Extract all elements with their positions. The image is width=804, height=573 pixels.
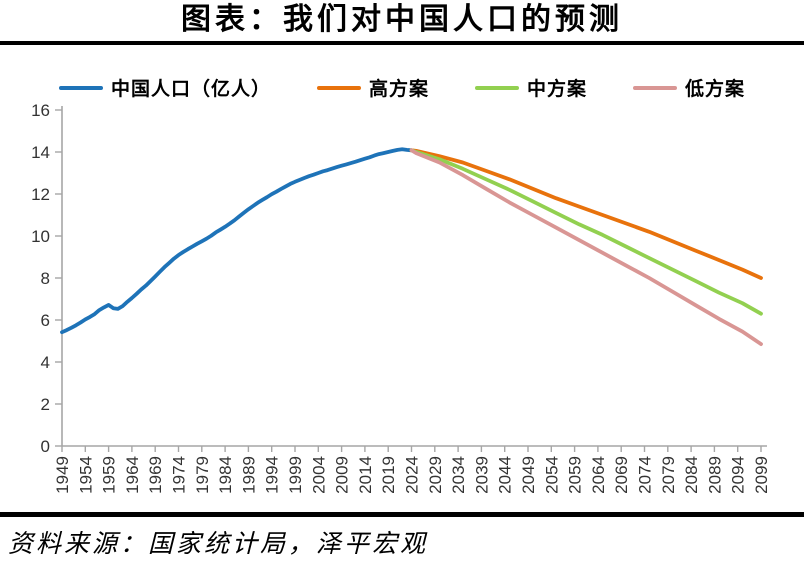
series-line-low-scenario [409, 148, 763, 347]
legend-item-low-scenario: 低方案 [633, 74, 745, 101]
x-tick-label: 1989 [239, 456, 258, 494]
x-tick-label: 2089 [705, 456, 724, 494]
series-line-high-scenario [409, 148, 763, 280]
x-tick-label: 2044 [496, 456, 515, 494]
legend-item-mid-scenario: 中方案 [475, 74, 587, 101]
x-tick-label: 1959 [100, 456, 119, 494]
source-note: 资料来源：国家统计局，泽平宏观 [8, 531, 429, 558]
y-tick-label: 10 [31, 227, 50, 246]
x-tick-label: 2084 [682, 456, 701, 494]
x-tick-label: 2014 [356, 456, 375, 494]
chart-title: 图表：我们对中国人口的预测 [181, 3, 623, 36]
y-tick-label: 0 [41, 437, 50, 456]
x-tick-label: 2079 [659, 456, 678, 494]
legend-item-high-scenario: 高方案 [316, 74, 429, 101]
x-tick-label: 1954 [76, 456, 95, 494]
x-tick-label: 2099 [752, 456, 771, 494]
y-tick-label: 8 [41, 269, 50, 288]
bottom-divider [0, 512, 804, 517]
x-tick-label: 2034 [449, 456, 468, 494]
y-tick-label: 6 [41, 311, 50, 330]
legend-item-china-population: 中国人口（亿人） [58, 74, 271, 101]
legend-swatch-mid-scenario [475, 85, 519, 90]
y-tick-label: 14 [31, 143, 50, 162]
x-tick-label: 2024 [403, 456, 422, 494]
chart-legend: 中国人口（亿人） 高方案 中方案 低方案 [0, 74, 804, 101]
legend-swatch-china-population [58, 85, 103, 90]
top-divider [0, 41, 804, 45]
legend-label-china-population: 中国人口（亿人） [110, 79, 271, 100]
legend-swatch-high-scenario [316, 85, 361, 90]
x-tick-label: 2064 [589, 456, 608, 494]
x-tick-label: 1999 [286, 456, 305, 494]
x-tick-label: 2019 [379, 456, 398, 494]
x-tick-label: 1984 [216, 456, 235, 494]
y-tick-label: 12 [31, 185, 50, 204]
x-tick-label: 1964 [123, 456, 142, 494]
x-tick-label: 1994 [263, 456, 282, 494]
x-tick-label: 2049 [519, 456, 538, 494]
x-tick-label: 2054 [542, 456, 561, 494]
x-tick-label: 2069 [612, 456, 631, 494]
legend-swatch-low-scenario [633, 85, 678, 90]
x-tick-label: 2039 [472, 456, 491, 494]
legend-label-mid-scenario: 中方案 [527, 79, 588, 100]
x-tick-label: 2059 [566, 456, 585, 494]
x-tick-label: 2074 [636, 456, 655, 494]
y-tick-label: 2 [41, 395, 50, 414]
y-tick-label: 4 [41, 353, 50, 372]
x-tick-label: 1974 [170, 456, 189, 494]
series-line-china-population [60, 147, 414, 335]
legend-label-low-scenario: 低方案 [685, 79, 746, 100]
x-tick-label: 1949 [53, 456, 72, 494]
x-tick-label: 1979 [193, 456, 212, 494]
y-tick-label: 16 [31, 101, 50, 120]
legend-label-high-scenario: 高方案 [368, 79, 429, 100]
x-tick-label: 2029 [426, 456, 445, 494]
series-line-mid-scenario [409, 148, 763, 316]
x-tick-label: 1969 [146, 456, 165, 494]
x-tick-label: 2009 [333, 456, 352, 494]
x-tick-label: 2094 [729, 456, 748, 494]
x-tick-label: 2004 [309, 456, 328, 494]
